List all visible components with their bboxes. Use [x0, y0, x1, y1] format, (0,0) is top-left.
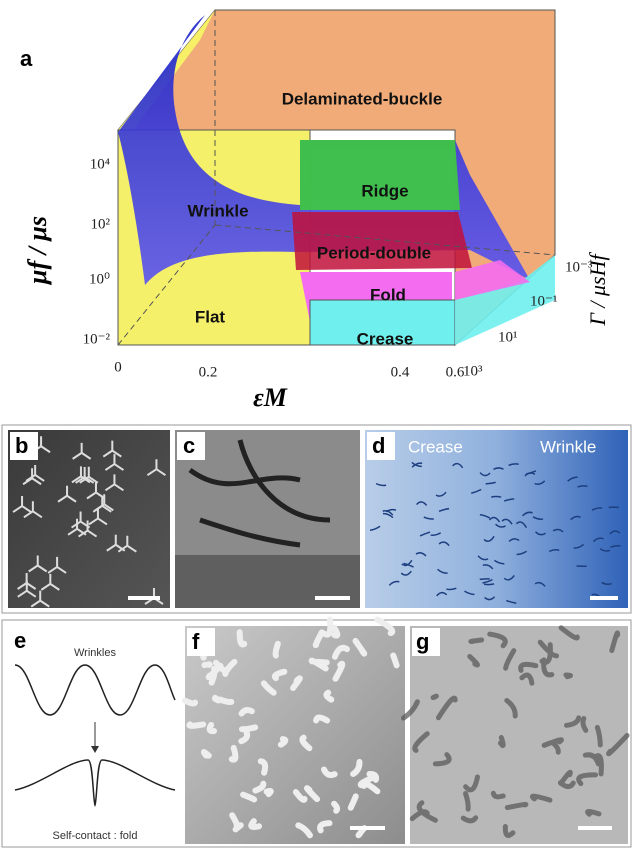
labyrinth-mark: [316, 718, 327, 721]
region-label: Wrinkle: [187, 201, 248, 220]
z-tick-label: 10¹: [498, 329, 518, 345]
panel-label: b: [15, 433, 28, 458]
annotation: Wrinkle: [540, 437, 596, 456]
panel-g: g: [403, 626, 628, 844]
fold-curve: [15, 760, 175, 805]
panel-e: e Wrinkles Self-contact : fold: [10, 626, 175, 842]
labyrinth-mark: [267, 791, 271, 794]
fold-mark: [583, 719, 586, 731]
labyrinth-mark: [204, 752, 209, 756]
panel-f: f: [185, 620, 405, 844]
y-tick-label: 10⁰: [89, 271, 110, 287]
z-tick-label: 10⁻³: [565, 259, 593, 275]
labyrinth-mark: [326, 693, 331, 700]
x-tick-label: 0.6: [446, 364, 465, 380]
labyrinth-mark: [220, 699, 231, 701]
fold-mark: [597, 727, 600, 745]
x-axis-label: εM: [253, 383, 288, 412]
region-label: Crease: [357, 329, 414, 348]
region-label: Ridge: [361, 181, 408, 200]
fold-mark: [463, 818, 475, 821]
region-label: Fold: [370, 285, 406, 304]
fold-mark: [433, 696, 436, 698]
fold-mark: [588, 811, 599, 814]
crease-mark: [484, 584, 494, 585]
cross-section: [175, 555, 360, 608]
region-label: Flat: [195, 307, 226, 326]
crease-mark: [480, 579, 490, 580]
labyrinth-mark: [242, 710, 252, 713]
wrinkle-curve: [15, 665, 175, 715]
annotation: Crease: [408, 437, 463, 456]
panel-label: f: [192, 629, 200, 654]
panel-a: a Delaminated-buckle Ridge Wrinkle Perio…: [20, 10, 610, 412]
y-tick-label: 10⁻²: [83, 331, 111, 347]
labyrinth-mark: [393, 656, 396, 666]
fold-mark: [566, 675, 571, 677]
panel-label: a: [20, 46, 33, 71]
labyrinth-mark: [276, 644, 278, 656]
labyrinth-mark: [242, 727, 255, 729]
y-tick-label: 10²: [91, 216, 111, 232]
labyrinth-mark: [281, 739, 285, 745]
y-tick-label: 10⁴: [90, 156, 110, 172]
region-label: Period-double: [317, 243, 431, 262]
region-label: Delaminated-buckle: [282, 89, 443, 108]
fold-mark: [507, 804, 526, 807]
labyrinth-mark: [185, 701, 195, 704]
fold-mark: [532, 796, 550, 800]
labyrinth-mark: [318, 662, 327, 663]
crease-mark: [491, 497, 501, 498]
x-tick-label: 0: [114, 359, 122, 375]
labyrinth-mark: [204, 664, 209, 665]
arrow-head: [91, 746, 99, 753]
x-tick-label: 0.4: [391, 364, 410, 380]
figure: a Delaminated-buckle Ridge Wrinkle Perio…: [0, 0, 633, 849]
panel-c: c: [175, 430, 360, 608]
fold-mark: [471, 640, 482, 642]
caption: Self-contact : fold: [53, 830, 138, 842]
panel-label: d: [372, 433, 385, 458]
z-tick-label: 10⁻¹: [530, 293, 557, 309]
panel-d: d Crease Wrinkle: [365, 430, 628, 608]
z-tick-label: 10³: [463, 363, 483, 379]
labyrinth-mark: [212, 669, 215, 683]
micrograph: [185, 626, 405, 844]
fold-mark: [466, 793, 469, 809]
panel-label: c: [183, 433, 195, 458]
panel-label: g: [416, 629, 429, 654]
labyrinth-mark: [232, 748, 236, 760]
panel-b: b: [8, 430, 170, 608]
labyrinth-mark: [334, 804, 337, 811]
fold-mark: [500, 737, 503, 745]
labyrinth-mark: [334, 628, 337, 636]
caption: Wrinkles: [74, 647, 116, 659]
labyrinth-mark: [189, 724, 203, 725]
panel-label: e: [14, 628, 26, 653]
y-axis-label: μf / μs: [23, 216, 52, 286]
x-tick-label: 0.2: [199, 364, 218, 380]
